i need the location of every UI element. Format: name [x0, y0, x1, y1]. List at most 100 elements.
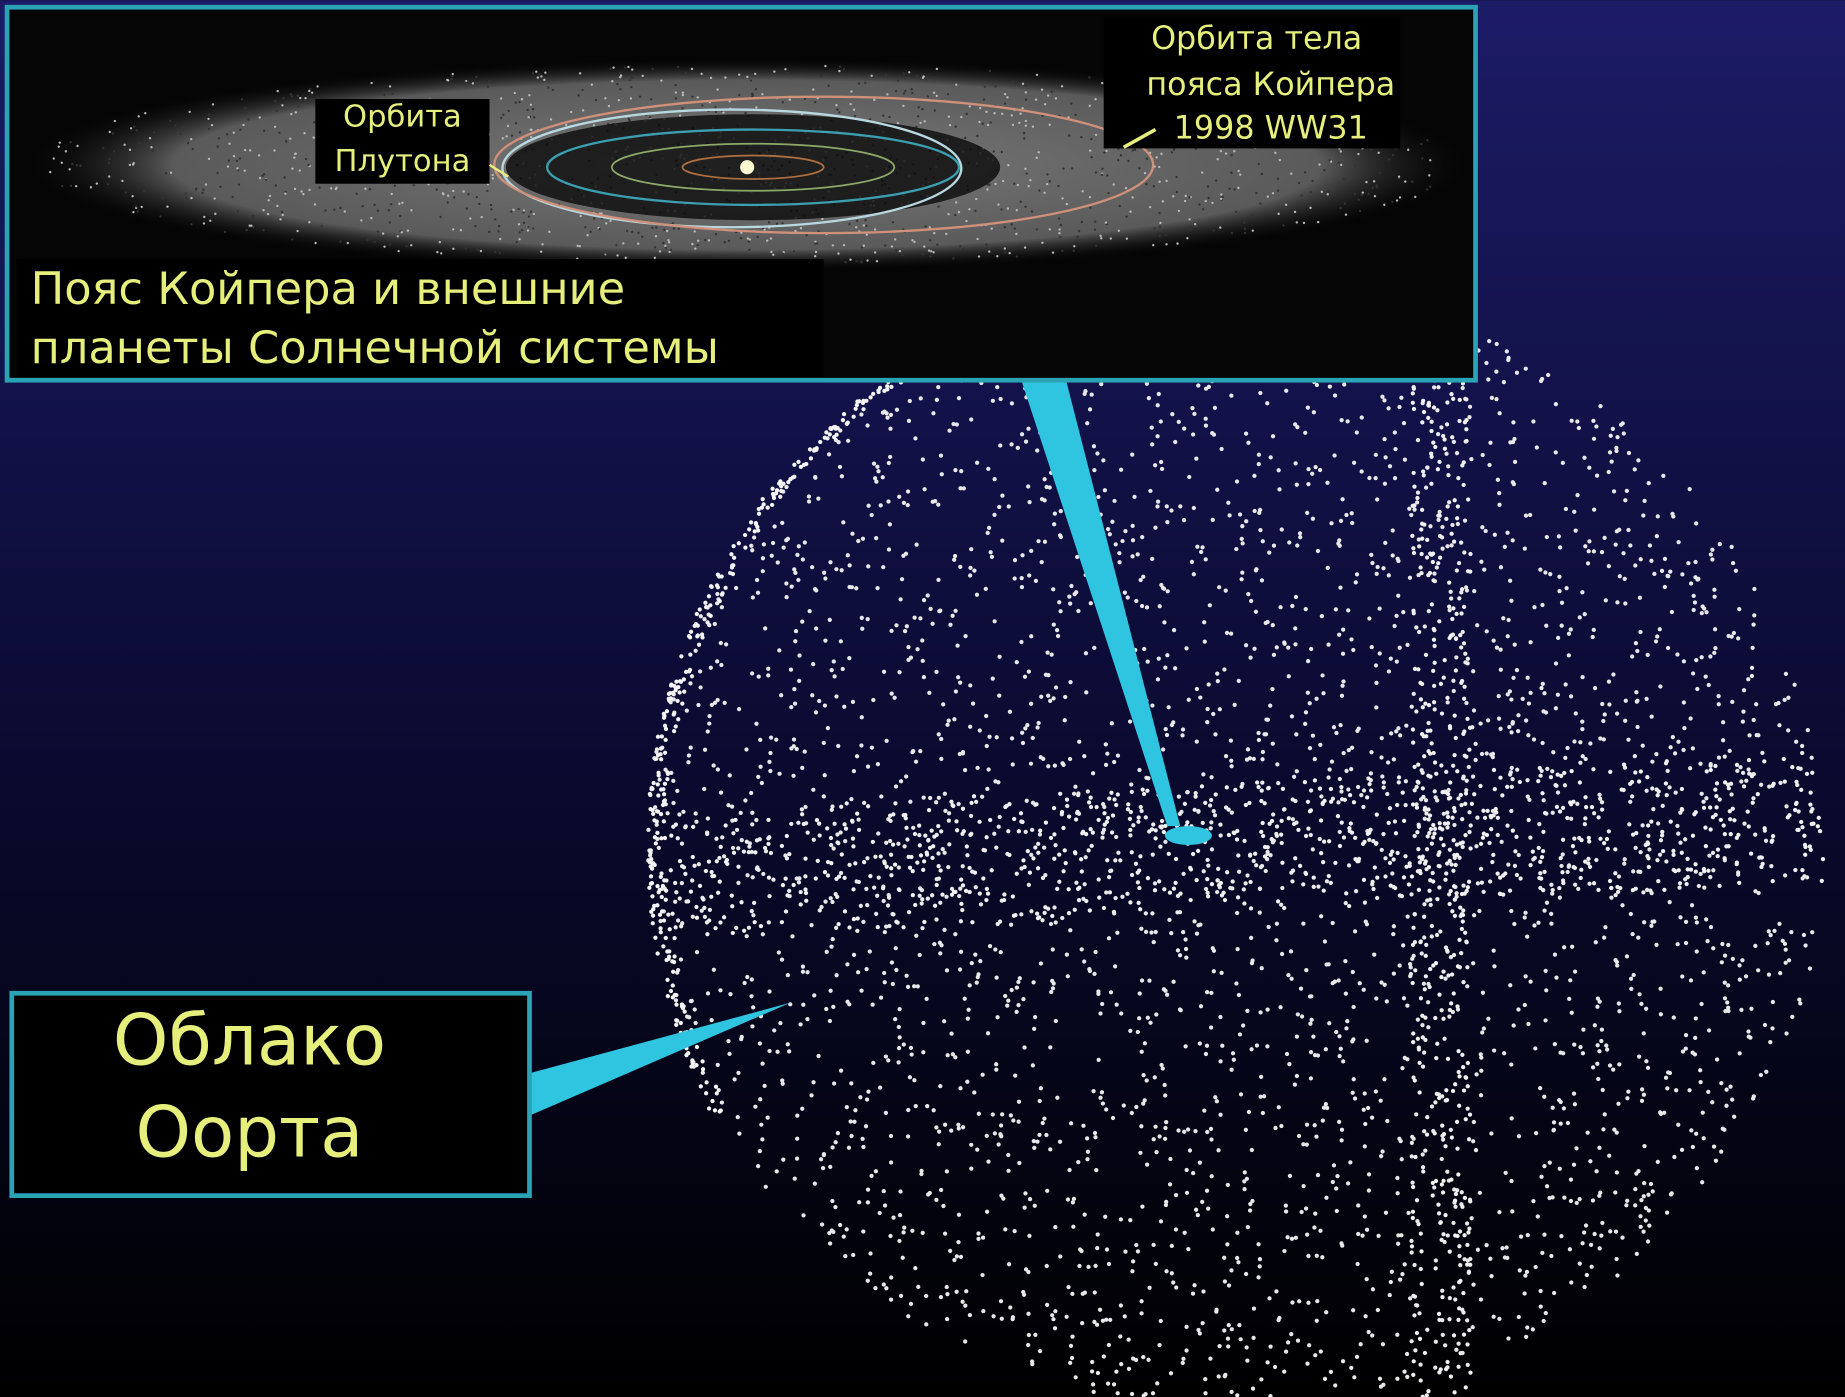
- cloud-dot: [825, 826, 829, 830]
- disk-dot: [1038, 189, 1040, 191]
- cloud-dot: [960, 832, 964, 836]
- cloud-dot: [1380, 1149, 1384, 1153]
- cloud-dot: [1435, 1092, 1439, 1096]
- cloud-dot: [1342, 835, 1346, 839]
- cloud-dot: [1678, 881, 1682, 885]
- cloud-dot: [682, 865, 686, 869]
- cloud-dot: [736, 881, 740, 885]
- cloud-dot: [1740, 958, 1744, 962]
- cloud-dot: [1146, 1016, 1150, 1020]
- cloud-dot: [1709, 768, 1713, 772]
- cloud-dot: [884, 1286, 888, 1290]
- cloud-dot: [1450, 909, 1454, 913]
- cloud-dot: [1380, 736, 1384, 740]
- cloud-dot: [1020, 432, 1024, 436]
- cloud-dot: [891, 982, 895, 986]
- cloud-dot: [1339, 519, 1343, 523]
- cloud-dot: [1151, 853, 1155, 857]
- cloud-dot: [1323, 939, 1327, 943]
- cloud-dot: [1245, 1358, 1249, 1362]
- cloud-dot: [1661, 804, 1665, 808]
- cloud-dot: [1594, 424, 1598, 428]
- cloud-dot: [1702, 885, 1706, 889]
- cloud-dot: [1006, 1169, 1010, 1173]
- cloud-dot: [1710, 548, 1714, 552]
- cloud-dot: [1265, 401, 1269, 405]
- cloud-dot: [1225, 631, 1229, 635]
- cloud-dot: [1023, 675, 1027, 679]
- cloud-dot: [1517, 853, 1521, 857]
- cloud-dot: [1139, 809, 1143, 813]
- cloud-dot: [1671, 849, 1675, 853]
- cloud-dot: [806, 831, 810, 835]
- cloud-dot: [1217, 1344, 1221, 1348]
- cloud-dot: [1467, 415, 1471, 419]
- cloud-dot: [906, 1108, 910, 1112]
- cloud-dot: [1363, 1122, 1367, 1126]
- cloud-dot: [953, 932, 957, 936]
- cloud-dot: [1137, 815, 1141, 819]
- cloud-dot: [1668, 570, 1672, 574]
- cloud-dot: [1205, 891, 1209, 895]
- cloud-dot: [1036, 916, 1040, 920]
- cloud-dot: [1374, 705, 1378, 709]
- cloud-dot: [1723, 953, 1727, 957]
- cloud-dot: [1415, 1303, 1419, 1307]
- cloud-dot: [1319, 818, 1323, 822]
- cloud-dot: [1433, 789, 1437, 793]
- cloud-dot: [1171, 1280, 1175, 1284]
- cloud-dot: [944, 895, 948, 899]
- cloud-dot: [1351, 1091, 1355, 1095]
- cloud-dot: [692, 864, 696, 868]
- cloud-dot: [717, 856, 721, 860]
- cloud-dot: [1753, 944, 1757, 948]
- cloud-dot: [1284, 1204, 1288, 1208]
- cloud-dot: [1029, 634, 1033, 638]
- cloud-dot: [672, 692, 676, 696]
- cloud-dot: [1419, 527, 1423, 531]
- cloud-dot: [1688, 487, 1692, 491]
- disk-dot: [303, 132, 305, 134]
- cloud-dot: [1141, 575, 1145, 579]
- cloud-dot: [1492, 949, 1496, 953]
- cloud-dot: [1052, 905, 1056, 909]
- cloud-dot: [883, 1203, 887, 1207]
- cloud-dot: [754, 722, 758, 726]
- cloud-dot: [938, 901, 942, 905]
- cloud-dot: [1556, 790, 1560, 794]
- cloud-dot: [650, 894, 654, 898]
- cloud-dot: [1729, 782, 1733, 786]
- cloud-dot: [1551, 888, 1555, 892]
- cloud-dot: [1493, 787, 1497, 791]
- cloud-dot: [1489, 1131, 1493, 1135]
- cloud-dot: [845, 801, 849, 805]
- cloud-dot: [1558, 545, 1562, 549]
- cloud-dot: [1053, 512, 1057, 516]
- cloud-dot: [666, 913, 670, 917]
- cloud-dot: [675, 789, 679, 793]
- cloud-dot: [1294, 595, 1298, 599]
- cloud-dot: [734, 926, 738, 930]
- cloud-dot: [1390, 1270, 1394, 1274]
- cloud-dot: [1722, 1128, 1726, 1132]
- cloud-dot: [1084, 651, 1088, 655]
- cloud-dot: [832, 674, 836, 678]
- cloud-dot: [1126, 595, 1130, 599]
- cloud-dot: [928, 796, 932, 800]
- cloud-dot: [1287, 816, 1291, 820]
- cloud-dot: [836, 440, 840, 444]
- cloud-dot: [1218, 1113, 1222, 1117]
- cloud-dot: [1153, 526, 1157, 530]
- cloud-dot: [1652, 572, 1656, 576]
- cloud-dot: [1338, 777, 1342, 781]
- cloud-dot: [1607, 680, 1611, 684]
- cloud-dot: [756, 775, 760, 779]
- cloud-dot: [686, 1051, 690, 1055]
- cloud-dot: [1112, 760, 1116, 764]
- cloud-dot: [1466, 1084, 1470, 1088]
- cloud-dot: [649, 848, 653, 852]
- cloud-dot: [894, 784, 898, 788]
- cloud-dot: [1356, 1203, 1360, 1207]
- cloud-dot: [884, 1111, 888, 1115]
- cloud-dot: [1615, 435, 1619, 439]
